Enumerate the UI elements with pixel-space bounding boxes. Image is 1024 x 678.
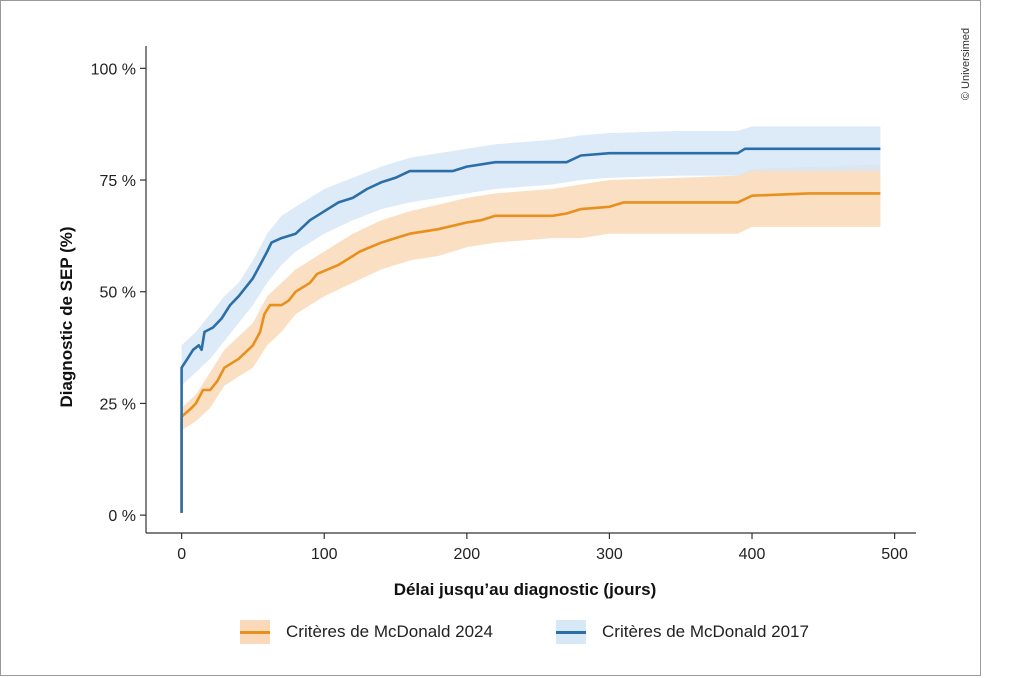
legend: Critères de McDonald 2024 Critères de Mc… — [240, 617, 840, 647]
x-tick-label: 100 — [311, 546, 338, 563]
y-tick-label: 75 % — [100, 173, 136, 190]
y-tick-label: 100 % — [91, 61, 136, 78]
credit-text: © Universimed — [960, 27, 972, 101]
y-tick-label: 0 % — [108, 508, 136, 525]
legend-label-2024: Critères de McDonald 2024 — [286, 622, 493, 641]
x-tick-label: 300 — [596, 546, 623, 563]
copyright-credit: © Universimed — [958, 18, 974, 110]
x-tick-label: 400 — [739, 546, 766, 563]
legend-label-2017: Critères de McDonald 2017 — [602, 622, 809, 641]
x-tick-label: 500 — [881, 546, 908, 563]
y-tick-label: 50 % — [100, 285, 136, 302]
y-tick-label: 25 % — [100, 396, 136, 413]
x-axis-label: Délai jusqu’au diagnostic (jours) — [394, 580, 657, 599]
series-line-2017 — [180, 147, 881, 513]
legend-item-2017: Critères de McDonald 2017 — [556, 617, 809, 647]
confidence-bands — [181, 126, 881, 431]
axes: 0 100 200 300 400 500 0 % 25 % 50 % 75 % 100 % — [91, 46, 916, 563]
series-line-2024 — [180, 192, 881, 513]
confidence-band-2017 — [181, 126, 881, 386]
x-tick-label: 200 — [453, 546, 480, 563]
figure-frame — [0, 0, 981, 676]
legend-swatch-2024 — [240, 620, 270, 644]
y-axis-label: Diagnostic de SEP (%) — [57, 226, 76, 407]
legend-swatch-2017 — [556, 620, 586, 644]
legend-item-2024: Critères de McDonald 2024 — [240, 617, 493, 647]
confidence-band-2024 — [181, 164, 881, 431]
legend-line-2024 — [240, 631, 270, 634]
x-tick-label: 0 — [177, 546, 186, 563]
legend-line-2017 — [556, 631, 586, 634]
series-lines — [180, 147, 881, 513]
